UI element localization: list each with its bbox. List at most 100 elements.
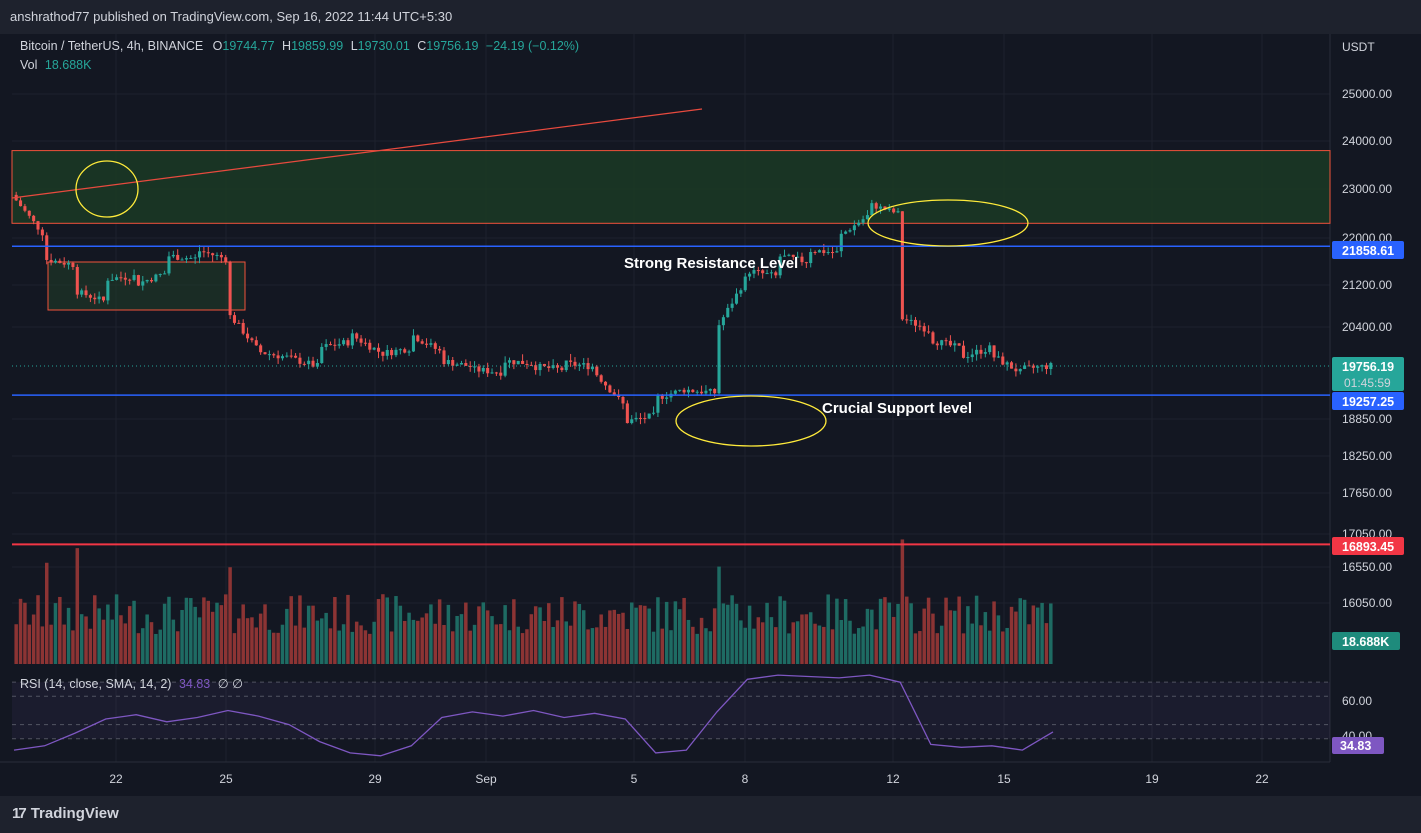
candle-body <box>839 233 843 252</box>
candle-body <box>507 360 512 363</box>
symbol-legend[interactable]: Bitcoin / TetherUS, 4h, BINANCE O19744.7… <box>20 39 579 53</box>
candle-body <box>822 250 826 254</box>
volume-bar <box>795 621 800 664</box>
volume-bar <box>79 614 84 664</box>
svg-text:34.83: 34.83 <box>1340 739 1371 753</box>
candle-body <box>796 256 800 258</box>
volume-bar <box>481 602 486 664</box>
volume-bar <box>215 602 219 664</box>
candle-body <box>564 360 568 371</box>
candle-body <box>385 349 389 356</box>
candle-body <box>608 385 612 393</box>
open-key: O <box>212 39 223 53</box>
volume-bar <box>437 599 442 664</box>
volume-bar <box>804 614 809 664</box>
candle-body <box>1005 362 1009 365</box>
volume-bar <box>629 602 634 664</box>
volume-bar <box>695 633 699 664</box>
volume-bar <box>346 594 350 664</box>
volume-bar <box>93 595 97 664</box>
ellipse-top-left[interactable] <box>75 160 139 218</box>
rsi-legend[interactable]: RSI (14, close, SMA, 14, 2) 34.83 ∅ ∅ <box>20 676 243 691</box>
candle-body <box>363 342 367 344</box>
volume-bar <box>926 597 931 664</box>
volume-bar <box>787 633 791 664</box>
volume-bar <box>961 633 966 664</box>
volume-bar <box>250 617 254 664</box>
candle-body <box>634 417 638 420</box>
ellipse-top-right[interactable] <box>867 199 1029 247</box>
volume-bar <box>311 605 315 664</box>
volume-bar <box>1005 627 1009 664</box>
time-tick: Sep <box>475 772 497 786</box>
candle-body <box>769 272 773 274</box>
consolidation-box[interactable] <box>47 261 246 311</box>
volume-bar <box>376 599 381 664</box>
price-chart[interactable]: Strong Resistance Level Crucial Support … <box>0 0 1421 796</box>
candle-body <box>752 270 756 274</box>
volume-bar <box>429 604 433 664</box>
candle-body <box>582 363 586 365</box>
volume-legend[interactable]: Vol 18.688K <box>20 58 91 72</box>
volume-bar <box>603 626 608 664</box>
volume-bar <box>276 632 280 664</box>
candle-body <box>486 367 490 374</box>
volume-bar <box>948 610 953 664</box>
candle-body <box>451 360 455 366</box>
candle-body <box>739 290 743 294</box>
candle-body <box>75 267 79 295</box>
volume-bar <box>40 626 45 664</box>
candle-body <box>695 391 699 393</box>
time-axis[interactable]: 22 25 29 Sep 5 8 12 15 19 22 <box>109 772 1269 786</box>
candle-body <box>835 251 839 253</box>
candle-body <box>132 275 136 280</box>
candle-body <box>263 352 267 355</box>
volume-bar <box>621 612 625 664</box>
candle-body <box>957 343 961 346</box>
candle-body <box>315 363 319 367</box>
candle-body <box>804 262 808 264</box>
candle-body <box>272 354 276 356</box>
trend-line[interactable] <box>11 108 703 199</box>
candle-body <box>765 273 769 275</box>
volume-bar <box>337 630 341 664</box>
candle-body <box>913 319 918 326</box>
candle-body <box>333 344 337 346</box>
resistance-zone[interactable] <box>11 150 1331 224</box>
candle-body <box>149 280 154 282</box>
volume-bar <box>808 612 813 664</box>
volume-bar <box>778 596 782 664</box>
candle-body <box>355 333 359 339</box>
volume-bar <box>407 612 411 664</box>
volume-bar <box>154 633 158 664</box>
rsi-band <box>12 682 1330 739</box>
volume-bar <box>175 631 180 664</box>
price-axis[interactable]: 25000.0024000.0023000.0022000.0021200.00… <box>1342 87 1392 610</box>
volume-bar <box>306 605 311 664</box>
volume-bar <box>935 633 940 664</box>
candle-body <box>774 272 778 276</box>
svg-text:21858.61: 21858.61 <box>1342 244 1394 258</box>
volume-bar <box>71 630 75 664</box>
candle-body <box>673 390 677 394</box>
candle-body <box>778 256 782 276</box>
candle-body <box>58 260 62 263</box>
candle-body <box>110 279 114 281</box>
candle-body <box>398 349 402 351</box>
candle-body <box>512 360 516 365</box>
candle-body <box>717 325 721 394</box>
candle-body <box>604 381 608 386</box>
volume-bar <box>870 609 874 664</box>
candle-body <box>280 356 285 359</box>
volume-bar <box>372 621 376 664</box>
candle-body <box>1040 365 1044 367</box>
candle-body <box>490 372 494 374</box>
candle-body <box>883 206 887 210</box>
volume-bar <box>564 621 568 664</box>
volume-bar <box>1009 606 1014 664</box>
candle-body <box>800 256 804 263</box>
tradingview-logo[interactable]: 17 TradingView <box>12 805 119 822</box>
volume-bar <box>800 614 804 664</box>
volume-bar <box>333 597 337 664</box>
ellipse-support[interactable] <box>675 395 827 447</box>
